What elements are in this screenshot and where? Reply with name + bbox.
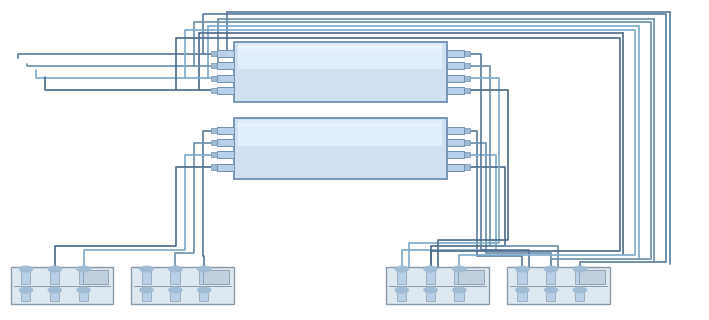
Bar [234,42,447,102]
Bar [454,271,464,284]
Bar [507,267,610,304]
Bar [386,267,489,304]
Bar [217,87,234,94]
Bar [79,271,88,284]
Bar [397,271,406,284]
Bar [464,128,470,133]
Bar [459,270,484,284]
Circle shape [515,266,530,272]
Circle shape [545,287,558,293]
Bar [447,75,464,82]
Bar [50,271,59,284]
Circle shape [48,287,62,293]
Bar [199,271,208,284]
Circle shape [515,287,530,293]
Circle shape [48,266,62,272]
Bar [11,267,113,304]
Bar [211,152,217,157]
Bar [464,164,470,170]
Bar [447,151,464,158]
Bar [518,271,527,284]
Bar [464,152,470,157]
Bar [211,88,217,93]
Bar [238,46,442,69]
Bar [211,140,217,145]
Circle shape [545,266,558,272]
Circle shape [395,266,409,272]
Bar [170,289,179,301]
Bar [447,139,464,146]
Bar [447,50,464,57]
Bar [211,164,217,170]
Bar [211,128,217,133]
Circle shape [395,287,409,293]
Circle shape [573,287,587,293]
Bar [211,63,217,68]
Bar [217,151,234,158]
Bar [447,62,464,69]
Bar [518,289,527,301]
Bar [142,289,151,301]
Bar [50,289,59,301]
Bar [575,289,584,301]
Bar [131,267,234,304]
Bar [447,87,464,94]
Bar [238,123,442,146]
Bar [142,271,151,284]
Circle shape [169,287,182,293]
Bar [203,270,229,284]
Circle shape [140,266,154,272]
Bar [217,164,234,171]
Bar [464,76,470,81]
Bar [79,289,88,301]
Circle shape [19,287,33,293]
Bar [546,271,555,284]
Bar [82,270,108,284]
Circle shape [169,266,182,272]
Bar [447,127,464,134]
Bar [464,88,470,93]
Circle shape [452,266,467,272]
Bar [199,289,208,301]
Bar [447,164,464,171]
Bar [464,51,470,56]
Bar [579,270,605,284]
Circle shape [424,266,437,272]
Bar [238,44,442,49]
Circle shape [573,266,587,272]
Bar [217,127,234,134]
Circle shape [197,266,211,272]
Bar [211,76,217,81]
Bar [217,62,234,69]
Bar [211,51,217,56]
Circle shape [19,266,33,272]
Bar [546,289,555,301]
Bar [217,75,234,82]
Circle shape [452,287,467,293]
Bar [238,120,442,126]
Bar [397,289,406,301]
Circle shape [77,266,91,272]
Circle shape [140,287,154,293]
Bar [234,118,447,179]
Bar [425,271,435,284]
Bar [464,63,470,68]
Bar [425,289,435,301]
Circle shape [197,287,211,293]
Circle shape [77,287,91,293]
Bar [21,289,30,301]
Bar [454,289,464,301]
Bar [217,139,234,146]
Bar [575,271,584,284]
Bar [217,50,234,57]
Bar [21,271,30,284]
Bar [170,271,179,284]
Bar [464,140,470,145]
Circle shape [424,287,437,293]
